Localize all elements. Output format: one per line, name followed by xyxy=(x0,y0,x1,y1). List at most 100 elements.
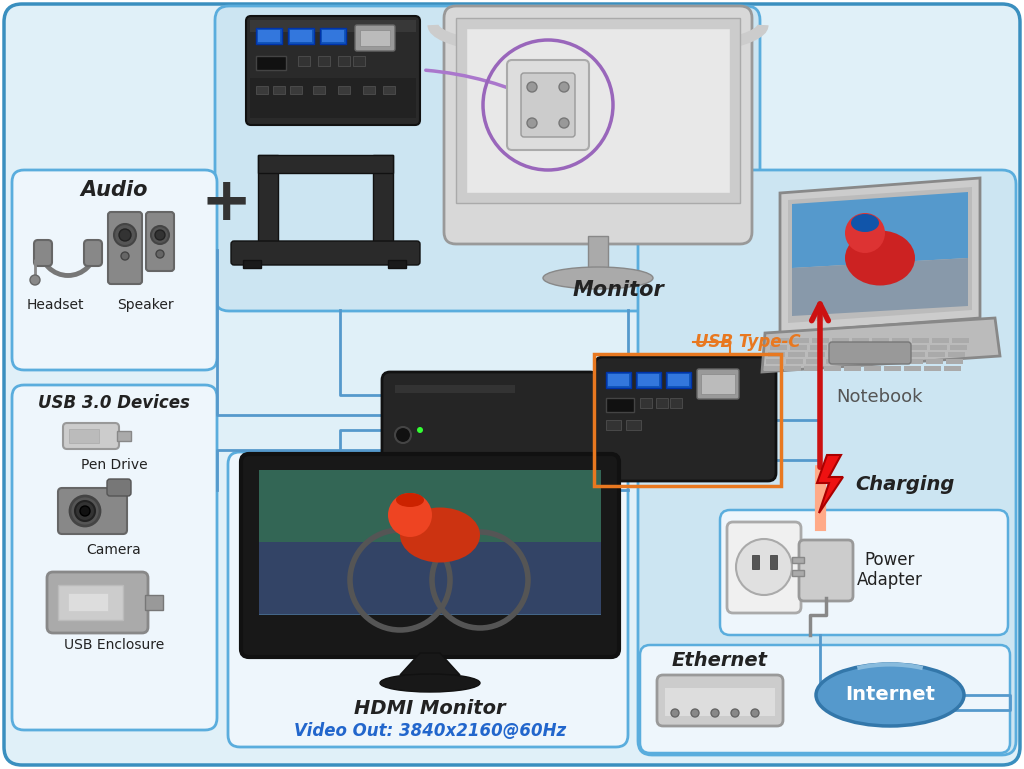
Bar xyxy=(338,86,350,94)
FancyBboxPatch shape xyxy=(355,25,395,51)
Circle shape xyxy=(711,709,719,717)
Bar xyxy=(456,18,740,203)
Bar xyxy=(952,338,969,343)
FancyBboxPatch shape xyxy=(595,357,776,481)
FancyBboxPatch shape xyxy=(657,675,783,726)
Text: Video Out: 3840x2160@60Hz: Video Out: 3840x2160@60Hz xyxy=(294,722,566,740)
Text: Speaker: Speaker xyxy=(117,298,173,312)
Bar xyxy=(145,595,163,610)
Bar xyxy=(256,28,282,44)
Bar xyxy=(606,398,634,412)
Bar xyxy=(912,338,929,343)
Bar xyxy=(944,366,961,371)
Bar xyxy=(906,359,923,364)
Bar xyxy=(870,345,887,350)
FancyBboxPatch shape xyxy=(12,385,217,730)
Circle shape xyxy=(70,496,100,526)
Text: HDMI Monitor: HDMI Monitor xyxy=(354,698,506,717)
Text: Headset: Headset xyxy=(27,298,84,312)
Ellipse shape xyxy=(851,214,879,232)
FancyBboxPatch shape xyxy=(63,423,119,449)
Bar xyxy=(360,30,390,46)
Bar xyxy=(117,431,131,441)
Circle shape xyxy=(395,427,411,443)
Circle shape xyxy=(691,709,699,717)
Bar xyxy=(290,86,302,94)
Bar xyxy=(250,20,416,32)
Bar xyxy=(466,28,730,193)
Bar xyxy=(670,398,682,408)
Bar xyxy=(946,359,963,364)
Text: USB 3.0 Devices: USB 3.0 Devices xyxy=(38,394,189,412)
Text: +: + xyxy=(201,174,252,232)
Bar xyxy=(594,354,781,486)
Circle shape xyxy=(845,213,885,253)
Bar xyxy=(884,366,901,371)
Bar xyxy=(768,352,785,357)
Bar xyxy=(273,86,285,94)
Bar xyxy=(866,359,883,364)
Circle shape xyxy=(151,226,169,244)
Bar xyxy=(258,30,280,42)
Bar xyxy=(322,30,344,42)
Bar xyxy=(243,260,261,268)
Ellipse shape xyxy=(816,664,964,726)
Text: Monitor: Monitor xyxy=(572,280,664,300)
Bar xyxy=(259,542,601,614)
Ellipse shape xyxy=(400,508,480,562)
Bar xyxy=(258,155,278,245)
Bar xyxy=(808,352,825,357)
FancyBboxPatch shape xyxy=(106,479,131,496)
Bar xyxy=(638,374,659,386)
Circle shape xyxy=(736,539,792,595)
Bar xyxy=(606,420,621,430)
Bar xyxy=(588,236,608,276)
FancyBboxPatch shape xyxy=(108,212,142,284)
Bar xyxy=(313,86,325,94)
Bar xyxy=(904,366,921,371)
FancyBboxPatch shape xyxy=(444,6,752,244)
Bar xyxy=(353,56,365,66)
Text: Internet: Internet xyxy=(845,685,935,704)
Bar xyxy=(250,78,416,118)
Text: Power
Adapter: Power Adapter xyxy=(857,551,923,589)
FancyBboxPatch shape xyxy=(241,454,618,657)
Text: Audio: Audio xyxy=(80,180,147,200)
Bar xyxy=(926,359,943,364)
FancyBboxPatch shape xyxy=(507,60,589,150)
Bar xyxy=(69,429,99,443)
FancyBboxPatch shape xyxy=(231,241,420,265)
Bar xyxy=(318,56,330,66)
Bar xyxy=(766,359,783,364)
Bar xyxy=(373,155,393,245)
Text: Pen Drive: Pen Drive xyxy=(81,458,147,472)
Polygon shape xyxy=(792,192,968,268)
Bar xyxy=(701,374,735,394)
Bar xyxy=(826,359,843,364)
FancyBboxPatch shape xyxy=(727,522,801,613)
Bar xyxy=(788,352,805,357)
Bar xyxy=(636,372,662,388)
Ellipse shape xyxy=(380,674,480,692)
Bar xyxy=(846,359,863,364)
Polygon shape xyxy=(817,455,843,513)
Bar xyxy=(606,372,631,388)
FancyBboxPatch shape xyxy=(228,452,628,747)
Bar xyxy=(848,352,865,357)
Bar xyxy=(656,398,668,408)
Bar xyxy=(388,260,406,268)
Circle shape xyxy=(155,230,165,240)
Bar xyxy=(831,338,849,343)
Text: Ethernet: Ethernet xyxy=(672,651,768,670)
Bar xyxy=(608,374,629,386)
Bar xyxy=(319,28,346,44)
Bar xyxy=(256,56,286,70)
Circle shape xyxy=(731,709,739,717)
Bar xyxy=(362,86,375,94)
Circle shape xyxy=(121,252,129,260)
Circle shape xyxy=(527,118,537,128)
Bar xyxy=(910,345,927,350)
Bar xyxy=(395,385,515,393)
Circle shape xyxy=(559,118,569,128)
FancyBboxPatch shape xyxy=(4,4,1020,765)
